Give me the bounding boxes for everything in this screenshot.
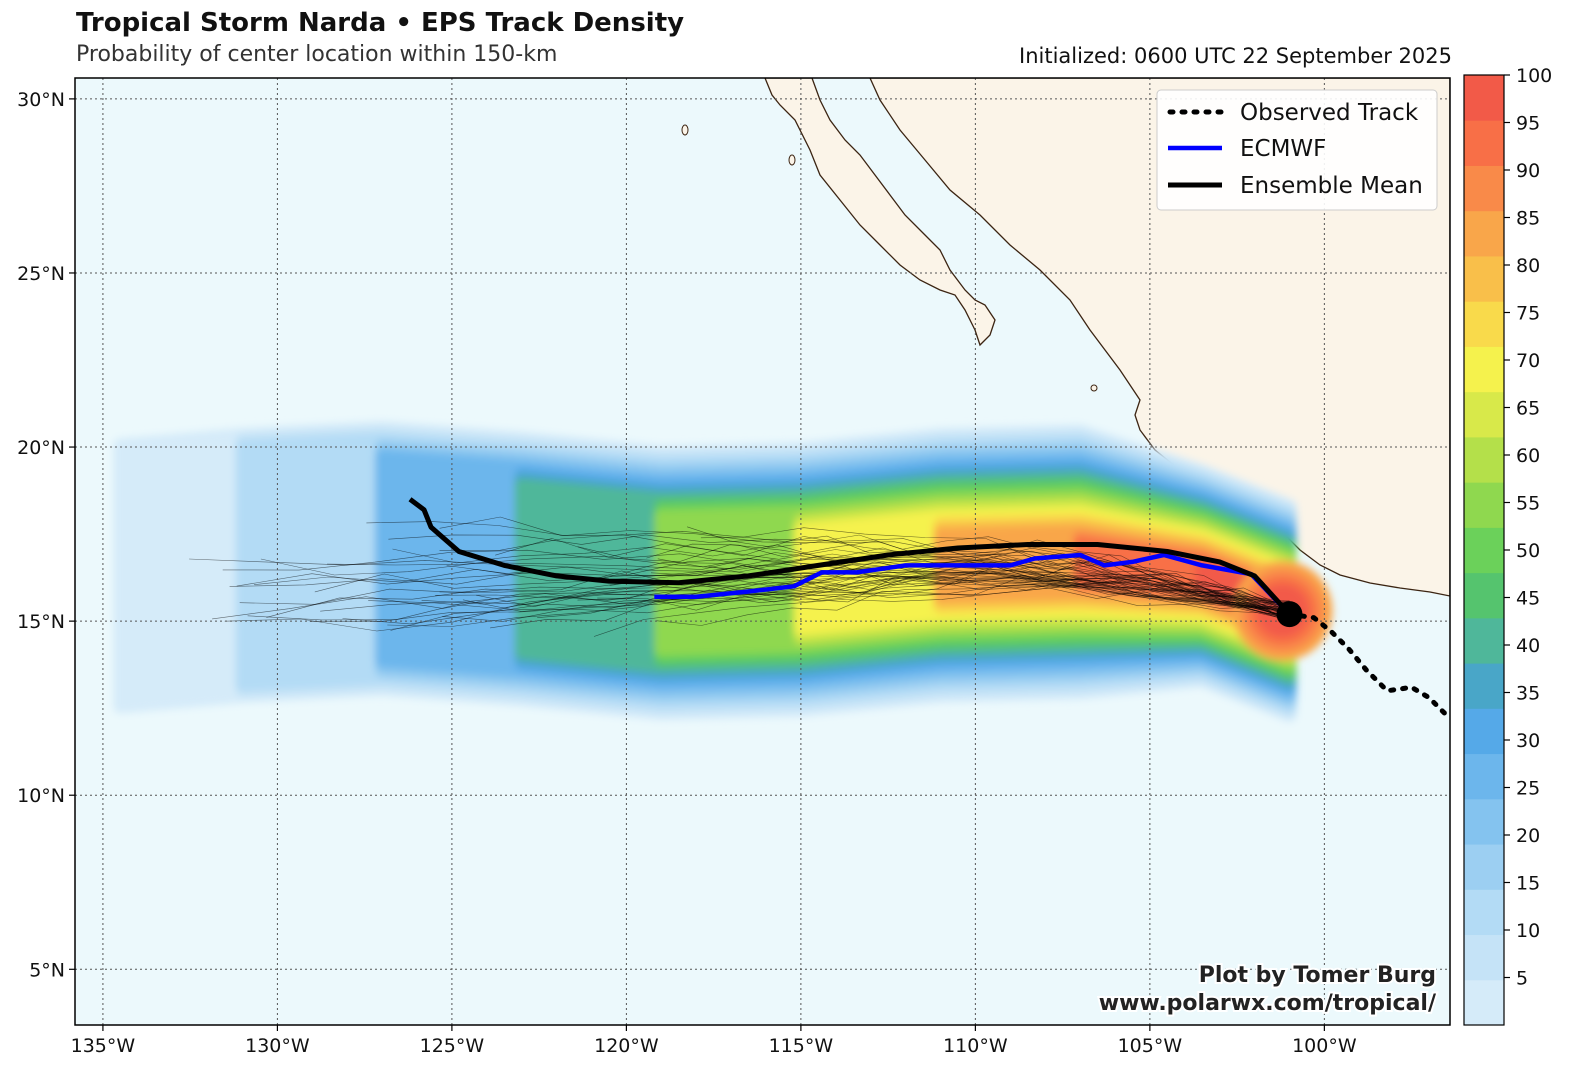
colorbar-tick-label: 60	[1516, 445, 1540, 467]
colorbar-segment	[1464, 391, 1504, 438]
colorbar-tick-label: 10	[1516, 920, 1540, 942]
member-track	[646, 540, 1290, 610]
colorbar-segment	[1464, 527, 1504, 574]
lat-tick-label: 30°N	[17, 89, 65, 111]
lon-tick-label: 115°W	[769, 1035, 834, 1057]
lon-tick-label: 125°W	[420, 1035, 485, 1057]
colorbar-tick-label: 50	[1516, 540, 1540, 562]
island	[788, 154, 796, 166]
member-track	[439, 534, 1290, 610]
member-track	[657, 554, 1290, 622]
colorbar-segment	[1464, 753, 1504, 800]
map-title: Tropical Storm Narda • EPS Track Density	[76, 8, 685, 38]
longitude-axis: 135°W 130°W 125°W 120°W 115°W 110°W 105°W 100°W	[71, 1025, 1357, 1057]
colorbar-segment	[1464, 798, 1504, 845]
legend-observed-label: Observed Track	[1240, 100, 1419, 126]
member-track	[229, 564, 1290, 615]
colorbar-tick-label: 55	[1516, 493, 1540, 515]
colorbar-tick-label: 85	[1516, 208, 1540, 230]
member-track	[320, 565, 1290, 612]
colorbar-segment	[1464, 482, 1504, 528]
colorbar-tick-label: 35	[1516, 683, 1540, 705]
colorbar-segment	[1464, 934, 1504, 981]
colorbar-segment	[1464, 663, 1504, 709]
colorbar-tick-label: 15	[1516, 873, 1540, 895]
colorbar-segment	[1464, 617, 1504, 664]
colorbar-segment	[1464, 346, 1504, 393]
island	[1090, 384, 1098, 392]
colorbar-tick-label: 20	[1516, 825, 1540, 847]
colorbar-segment	[1464, 889, 1504, 936]
colorbar-tick-label: 90	[1516, 160, 1540, 182]
colorbar-tick-label: 95	[1516, 113, 1540, 135]
map-subtitle: Probability of center location within 15…	[76, 42, 558, 67]
lat-tick-label: 20°N	[17, 437, 65, 459]
ecmwf-track-line	[654, 552, 1292, 616]
colorbar-tick-label: 70	[1516, 350, 1540, 372]
colorbar-tick-label: 80	[1516, 255, 1540, 277]
member-track	[442, 576, 1290, 622]
member-track	[593, 581, 1290, 637]
colorbar-tick-label: 45	[1516, 588, 1540, 610]
lat-tick-label: 10°N	[17, 785, 65, 807]
member-track	[222, 549, 1290, 605]
member-track	[239, 570, 1290, 613]
member-track	[260, 552, 1290, 612]
latitude-axis: 30°N 25°N 20°N 15°N 10°N 5°N	[17, 89, 75, 981]
lat-tick-label: 15°N	[17, 611, 65, 633]
colorbar-segment	[1464, 210, 1504, 257]
colorbar-segment	[1464, 572, 1504, 619]
credit-line2: www.polarwx.com/tropical/	[1099, 991, 1437, 1016]
colorbar-tick-label: 25	[1516, 778, 1540, 800]
lon-tick-label: 110°W	[943, 1035, 1008, 1057]
colorbar-segment	[1464, 844, 1504, 890]
initialized-time: Initialized: 0600 UTC 22 September 2025	[1019, 44, 1452, 68]
lon-tick-label: 105°W	[1118, 1035, 1183, 1057]
lon-tick-label: 100°W	[1292, 1035, 1357, 1057]
observed-track-line	[1287, 611, 1449, 718]
colorbar-segment	[1464, 75, 1504, 121]
colorbar-segment	[1464, 436, 1504, 483]
member-track	[490, 582, 1290, 629]
legend-box	[1156, 89, 1438, 211]
storm-center-marker	[1276, 601, 1303, 628]
island	[681, 124, 689, 136]
credit-line1: Plot by Tomer Burg	[1199, 963, 1436, 988]
member-track	[446, 554, 1290, 619]
colorbar-tick-label: 75	[1516, 303, 1540, 325]
colorbar-segment	[1464, 301, 1504, 347]
member-track	[687, 526, 1290, 605]
map-frame	[74, 77, 1451, 1026]
ensemble-mean-track-line	[408, 497, 1292, 616]
lat-tick-label: 5°N	[29, 959, 65, 981]
member-track	[309, 572, 1290, 622]
land-baja	[764, 78, 996, 347]
colorbar-tick-label: 5	[1516, 968, 1528, 990]
colorbar-tick-label: 65	[1516, 398, 1540, 420]
colorbar-tick-label: 100	[1516, 65, 1552, 87]
lat-tick-label: 25°N	[17, 263, 65, 285]
member-track	[495, 538, 1290, 609]
member-track	[439, 516, 1290, 604]
colorbar-tick-label: 30	[1516, 730, 1540, 752]
member-track	[314, 557, 1290, 618]
colorbar-segment	[1464, 255, 1504, 302]
colorbar-segment	[1464, 120, 1504, 166]
lon-tick-label: 135°W	[71, 1035, 136, 1057]
member-track	[476, 573, 1290, 617]
colorbar-tick-label: 40	[1516, 635, 1540, 657]
colorbar: 100 95 90 85 80 75 70 65 60 55 50 45 40 35 30 25 20 15 10 5	[1463, 65, 1552, 1026]
colorbar-segment	[1464, 165, 1504, 212]
member-track	[266, 573, 1290, 618]
colorbar-segment	[1464, 708, 1504, 755]
colorbar-segment	[1464, 979, 1504, 1026]
member-track	[368, 574, 1290, 615]
legend-ecmwf-label: ECMWF	[1240, 136, 1326, 162]
legend: Observed Track ECMWF Ensemble Mean	[1156, 89, 1438, 211]
member-track	[435, 570, 1290, 602]
legend-mean-label: Ensemble Mean	[1240, 173, 1423, 199]
lon-tick-label: 120°W	[594, 1035, 659, 1057]
lon-tick-label: 130°W	[245, 1035, 310, 1057]
